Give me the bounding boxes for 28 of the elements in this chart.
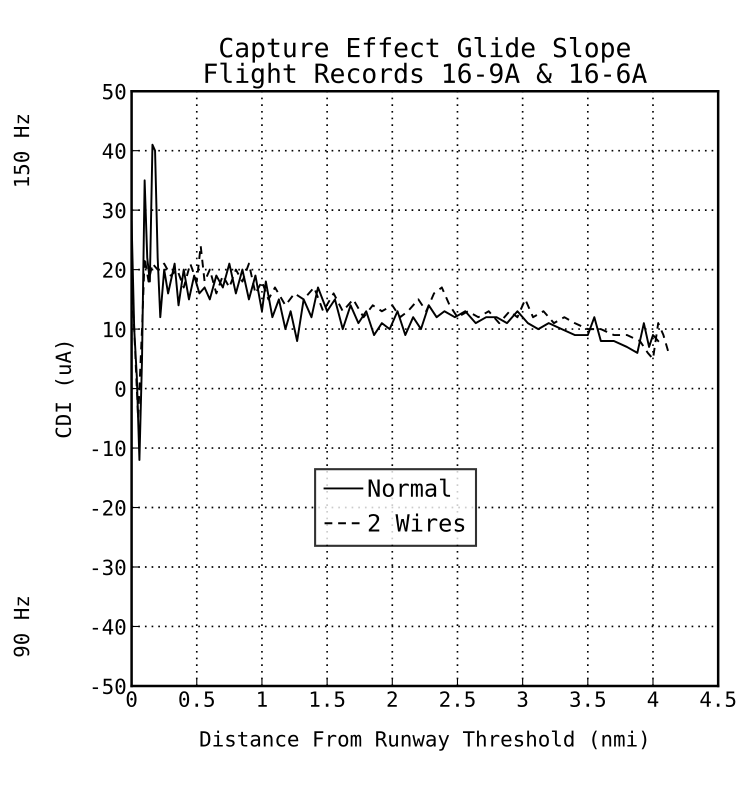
x-tick-label: 3.5 [570, 691, 605, 708]
y-tick-label: 40 [102, 143, 126, 159]
y-tick-label: 10 [104, 322, 126, 338]
y-axis-title: CDI (uA) [55, 342, 74, 438]
y-tick-label: -10 [92, 440, 126, 456]
x-tick-label: 2 [388, 691, 397, 707]
x-tick-label: 3 [518, 691, 528, 708]
x-tick-label: 4 [648, 692, 658, 707]
y-tick-label: -20 [92, 500, 126, 516]
x-tick-label: 4.5 [700, 692, 736, 708]
text: 150 Hz [14, 115, 30, 186]
y-tick-label: 20 [103, 262, 126, 278]
chart-title: Capture Effect Glide Slope Flight Records 16-9A & 16-6A [205, 36, 647, 89]
x-tick-label: 0 [126, 691, 137, 708]
y-tick-label: 0 [116, 381, 126, 397]
x-tick-label: 1 [258, 692, 267, 707]
legend-label: 2 Wires [368, 514, 464, 532]
y-tick-label: 50 [103, 84, 126, 100]
x-axis-title: Distance From Runway Threshold (nmi) [200, 730, 646, 751]
legend-label: Normal [368, 478, 450, 498]
y-tick-label: -50 [92, 678, 126, 694]
x-tick-label: 2.5 [440, 691, 475, 708]
y-tick-label: -30 [92, 560, 126, 576]
x-tick-label: 1.5 [310, 692, 344, 708]
x-tick-label: 0.5 [179, 691, 214, 708]
y-tick-label: 30 [103, 202, 126, 218]
text: 90 Hz [14, 597, 30, 657]
y-tick-label: -40 [92, 618, 126, 635]
